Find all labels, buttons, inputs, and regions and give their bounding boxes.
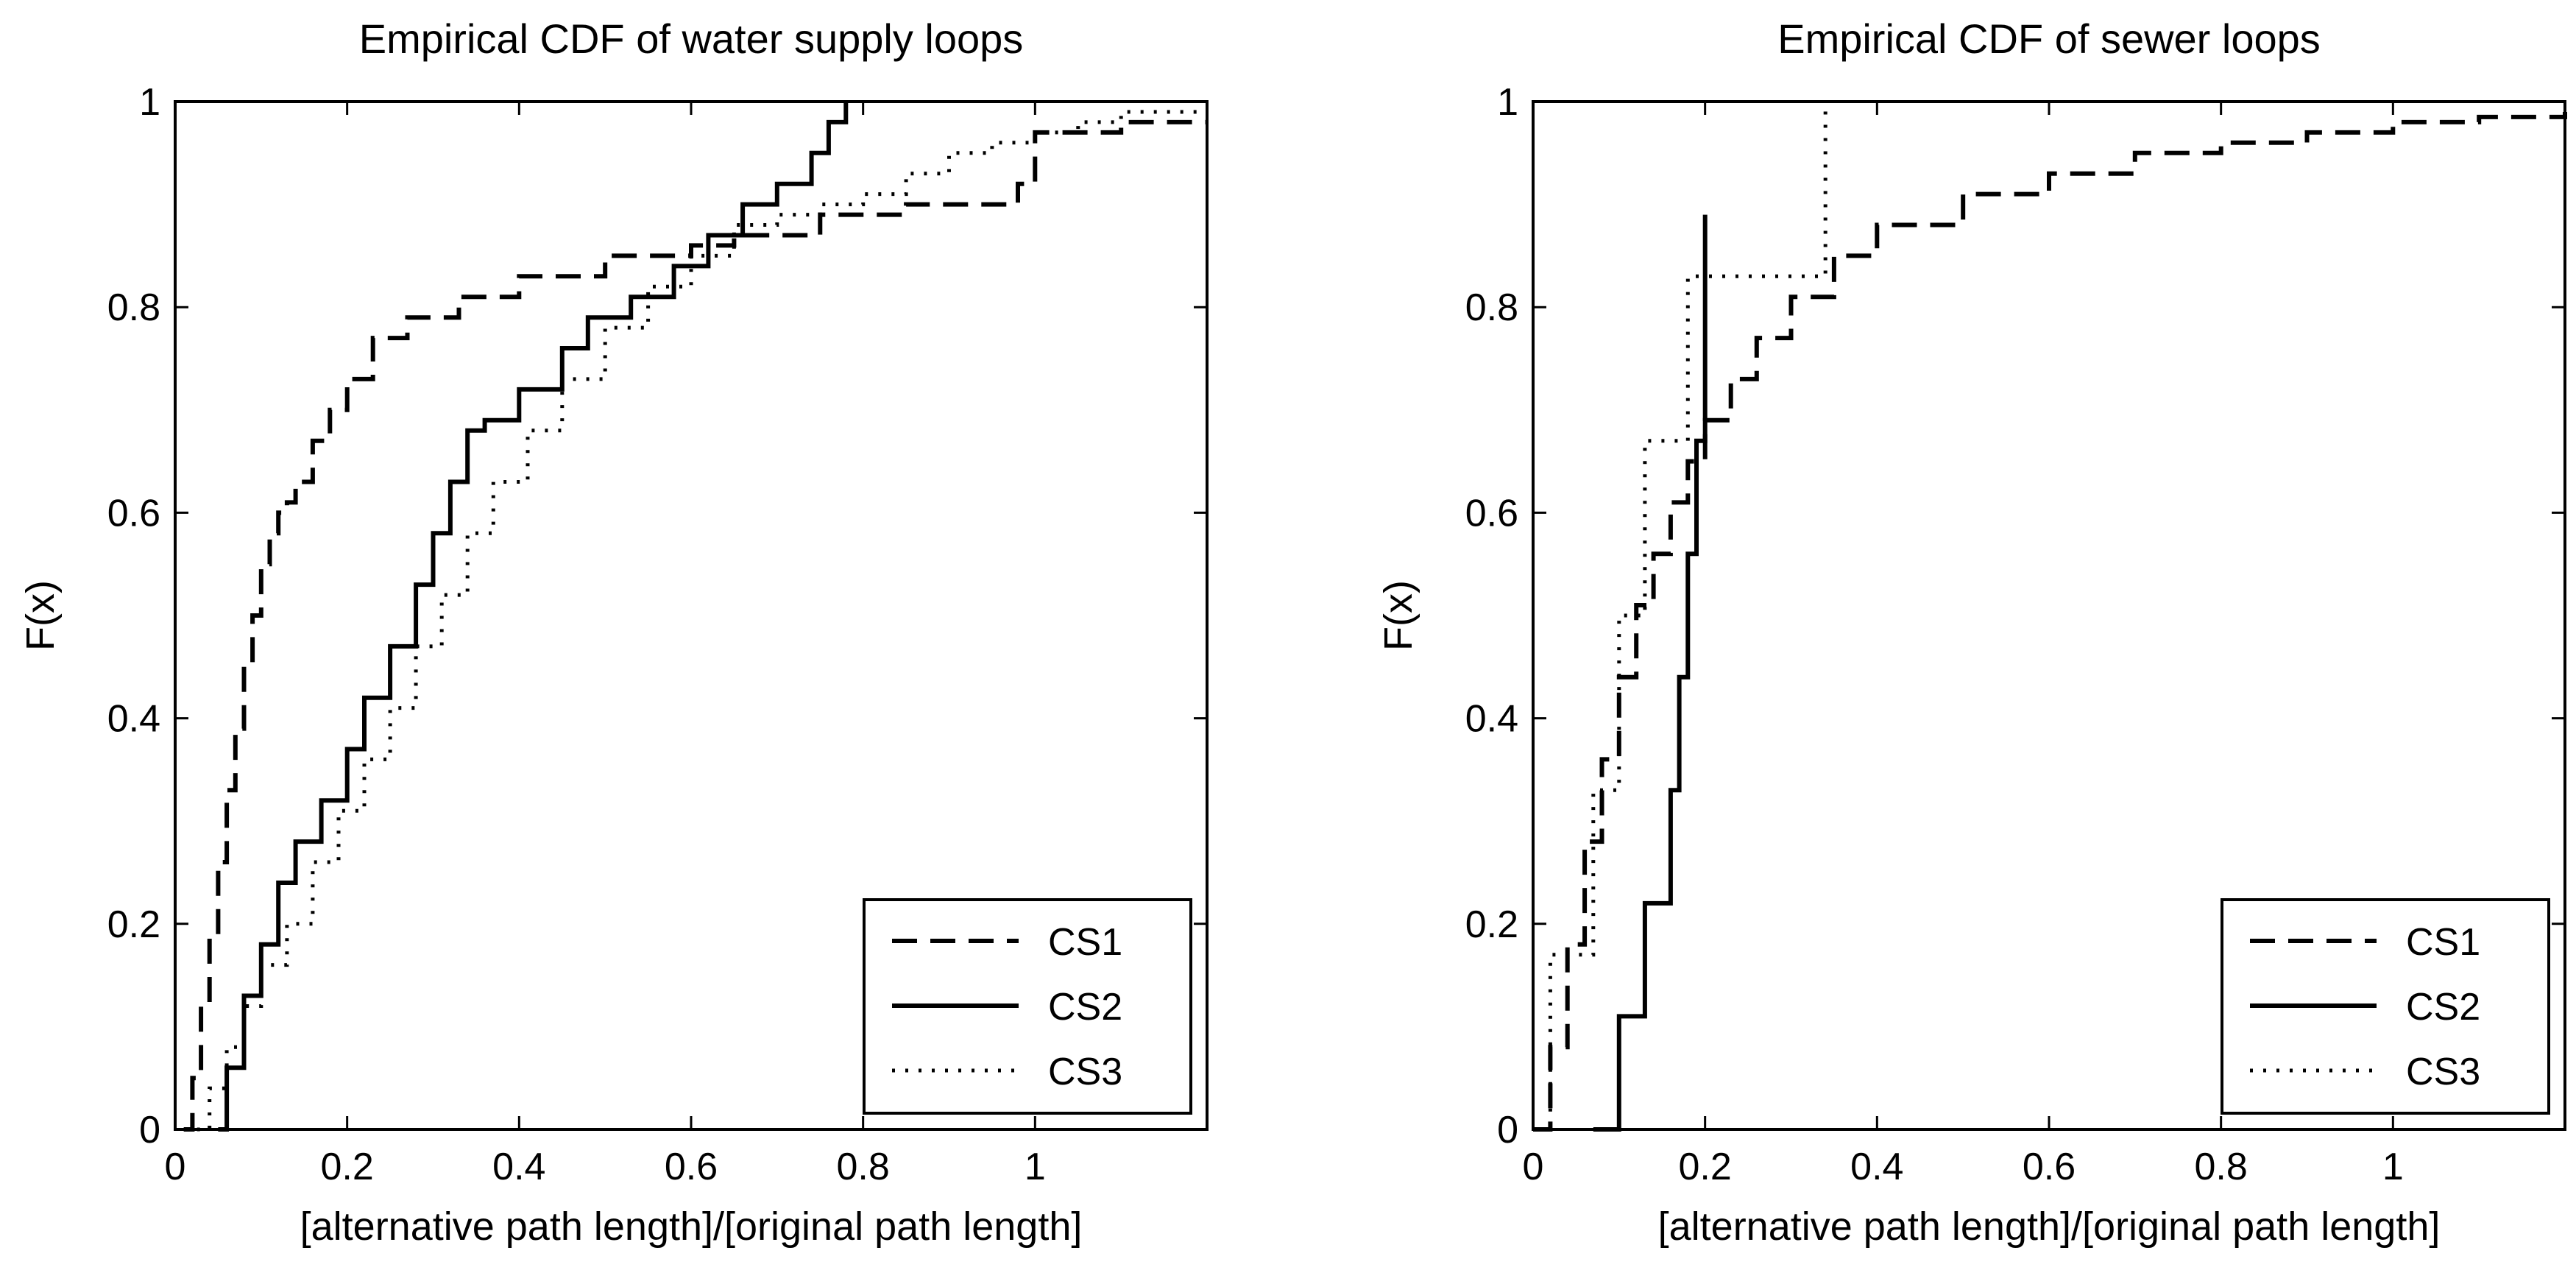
legend-label-cs2: CS2 (2406, 986, 2480, 1029)
y-tick-label: 1 (1497, 81, 1518, 124)
chart-marks: 0 0.2 0.4 0.6 0.8 1 0 0.2 0.4 0.6 0.8 1 (107, 81, 1207, 1188)
legend-label-cs2: CS2 (1048, 986, 1122, 1029)
x-tick-label: 1 (1025, 1146, 1046, 1188)
y-tick-label: 0.8 (107, 286, 160, 329)
x-tick-label: 0 (165, 1146, 186, 1188)
y-tick-label: 0.6 (107, 492, 160, 535)
x-tick-label: 0.2 (1679, 1146, 1732, 1188)
series-line-cs3 (1541, 102, 1827, 1132)
x-tick-label: 0 (1523, 1146, 1544, 1188)
series-line-cs2 (218, 102, 849, 1132)
chart-marks: 0 0.2 0.4 0.6 0.8 1 0 0.2 0.4 0.6 0.8 1 (1465, 81, 2567, 1188)
y-tick-label: 0.2 (107, 903, 160, 946)
y-tick-label: 0.4 (1465, 698, 1518, 741)
x-tick-label: 0.8 (837, 1146, 890, 1188)
x-axis-label: [alternative path length]/[original path… (1658, 1204, 2441, 1249)
y-axis-label: F(x) (1376, 580, 1420, 651)
y-tick-label: 0 (139, 1109, 160, 1151)
series-line-cs1 (183, 119, 1207, 1132)
x-tick-label: 0.2 (321, 1146, 374, 1188)
chart-water-supply: 0 0.2 0.4 0.6 0.8 1 0 0.2 0.4 0.6 0.8 1 Empirical C… (18, 15, 1209, 1249)
chart-title: Empirical CDF of water supply loops (359, 15, 1024, 62)
legend-label-cs3: CS3 (2406, 1051, 2480, 1093)
y-tick-label: 0.4 (107, 698, 160, 741)
y-tick-label: 0.8 (1465, 286, 1518, 329)
chart-title: Empirical CDF of sewer loops (1777, 15, 2321, 62)
x-tick-label: 0.6 (665, 1146, 718, 1188)
series-line-cs1 (1533, 112, 2567, 1132)
series-line-cs2 (1593, 214, 1708, 1132)
x-axis-label: [alternative path length]/[original path… (300, 1204, 1083, 1249)
y-tick-label: 0.2 (1465, 903, 1518, 946)
legend: CS1 CS2 CS3 (2221, 898, 2550, 1115)
legend: CS1 CS2 CS3 (863, 898, 1192, 1115)
chart-sewer: 0 0.2 0.4 0.6 0.8 1 0 0.2 0.4 0.6 0.8 1 Empirical C… (1376, 15, 2567, 1249)
x-tick-label: 0.4 (492, 1146, 545, 1188)
legend-label-cs3: CS3 (1048, 1051, 1122, 1093)
y-tick-label: 0.6 (1465, 492, 1518, 535)
legend-label-cs1: CS1 (1048, 921, 1122, 964)
x-tick-label: 0.8 (2195, 1146, 2248, 1188)
x-tick-label: 0.6 (2023, 1146, 2076, 1188)
x-tick-label: 0.4 (1850, 1146, 1903, 1188)
x-tick-label: 1 (2382, 1146, 2404, 1188)
y-tick-label: 0 (1497, 1109, 1518, 1151)
y-axis-label: F(x) (18, 580, 63, 651)
legend-label-cs1: CS1 (2406, 921, 2480, 964)
y-tick-label: 1 (139, 81, 160, 124)
